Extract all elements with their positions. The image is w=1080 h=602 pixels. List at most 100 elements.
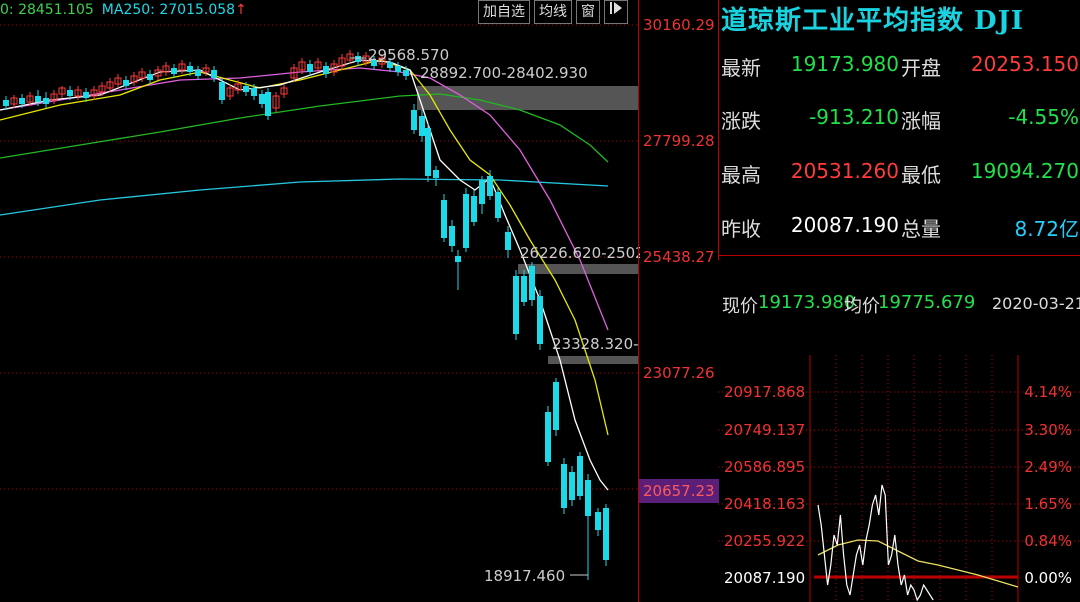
candle-body (50, 93, 58, 101)
intraday-price-value: 19173.980 (758, 292, 856, 313)
ma250-readout: MA250: 27015.058 (101, 2, 236, 18)
volume-label: 总量 (901, 217, 941, 241)
candle-body (26, 95, 34, 103)
candle-body (58, 87, 66, 95)
candle-body (505, 232, 511, 250)
high-value: 20531.260 (790, 159, 899, 183)
axis-label: 30160.29 (643, 16, 715, 34)
panel-divider (718, 255, 1080, 256)
candle-body (378, 57, 386, 65)
intraday-price-tick: 20255.922 (724, 532, 806, 550)
candle-body (114, 77, 122, 85)
candle-body (35, 96, 41, 102)
quote-row: 最高 20531.260 最低 19094.270 (719, 159, 1080, 189)
intraday-chart[interactable]: 20917.868 20749.137 20586.895 20418.163 … (718, 355, 1080, 602)
window-button[interactable]: 窗 (576, 0, 600, 24)
candle-body (154, 69, 162, 77)
low-label: 最低 (901, 163, 941, 187)
add-watchlist-button[interactable]: 加自选 (478, 0, 530, 24)
candle-body (307, 64, 313, 72)
candle-body (187, 66, 193, 72)
volume-value: 8.72亿 (1014, 217, 1079, 241)
axis-label: 23077.26 (643, 364, 715, 382)
candle-body (272, 95, 280, 109)
candle-body (298, 61, 306, 71)
candle-body (449, 226, 455, 246)
candle-body (162, 65, 170, 73)
latest-label: 最新 (721, 56, 761, 80)
intraday-pct-tick: 0.00% (1024, 569, 1072, 587)
candle-body (441, 200, 447, 238)
kline-chart[interactable]: 29568.570 28892.700-28402.930 26226.620-25… (0, 0, 640, 602)
gap-box (417, 86, 638, 110)
low-value: 19094.270 (970, 159, 1079, 183)
intraday-avg-value: 19775.679 (878, 292, 976, 313)
candle-body (74, 89, 82, 97)
axis-label: 25438.27 (643, 248, 715, 266)
quote-panel: 道琼斯工业平均指数 DJI 最新 19173.980 开盘 20253.150 … (718, 0, 1080, 260)
candle-body (43, 98, 49, 104)
candle-body (251, 88, 257, 96)
pct-label: 涨幅 (901, 109, 941, 133)
candle-body (371, 60, 377, 66)
candle-body (243, 86, 249, 92)
candle-body (463, 194, 469, 248)
candle-body (595, 512, 601, 530)
candle-body (67, 90, 73, 96)
candle-body (290, 67, 298, 79)
candle-body (323, 66, 329, 74)
candle-body (569, 472, 575, 500)
candle-body (346, 53, 354, 61)
quote-row: 涨跌 -913.210 涨幅 -4.55% (719, 105, 1080, 135)
candle-body (419, 116, 425, 136)
candle-body (330, 63, 338, 73)
chart-toolbar: 加自选 均线 窗 (478, 0, 628, 24)
change-label: 涨跌 (721, 109, 761, 133)
arrow-right-icon[interactable] (604, 0, 628, 24)
candle-body (83, 92, 89, 98)
candle-body (513, 276, 519, 334)
ma10-line (0, 59, 609, 436)
candle-body (403, 70, 409, 76)
candle-body (106, 81, 114, 89)
intraday-date: 2020-03-21 (992, 294, 1080, 313)
up-arrow-icon: ↑ (235, 2, 247, 18)
candle-body (130, 75, 138, 83)
candle-body (202, 67, 210, 73)
candle-body (178, 63, 186, 71)
candle-body (495, 192, 501, 218)
intraday-canvas[interactable] (718, 355, 1080, 602)
intraday-price-tick: 20586.895 (724, 458, 806, 476)
moving-average-button[interactable]: 均线 (534, 0, 572, 24)
change-value: -913.210 (809, 105, 899, 129)
intraday-pct-tick: 2.49% (1024, 458, 1072, 476)
ma250-line (0, 178, 609, 216)
intraday-pct-tick: 3.30% (1024, 421, 1072, 439)
candle-body (521, 276, 527, 302)
candle-body (487, 176, 493, 196)
candle-body (355, 56, 361, 62)
intraday-price-tick: 20917.868 (724, 383, 806, 401)
candle-body (585, 480, 591, 516)
pct-value: -4.55% (1008, 105, 1079, 129)
candle-body (553, 382, 559, 430)
candle-body (425, 128, 431, 176)
low-annotation: 18917.460 (484, 567, 565, 585)
candle-body (265, 92, 271, 116)
candle-body (455, 256, 461, 262)
candle-body (471, 196, 477, 222)
gap-annotation: 28892.700-28402.930 (420, 64, 588, 82)
avg-price-line (817, 539, 1019, 588)
prev-close-value: 20087.190 (790, 213, 899, 237)
ma60-line (0, 93, 609, 163)
intraday-price-tick: 20418.163 (724, 495, 806, 513)
quote-row: 最新 19173.980 开盘 20253.150 (719, 52, 1080, 82)
candle-body (545, 412, 551, 462)
ma5-line (0, 59, 609, 491)
gap-annotation: 26226.620-2502 (520, 244, 640, 262)
candle-body (314, 61, 322, 69)
candle-body (561, 464, 567, 508)
index-title: 道琼斯工业平均指数 DJI (721, 6, 1025, 36)
candle-body (259, 94, 265, 104)
